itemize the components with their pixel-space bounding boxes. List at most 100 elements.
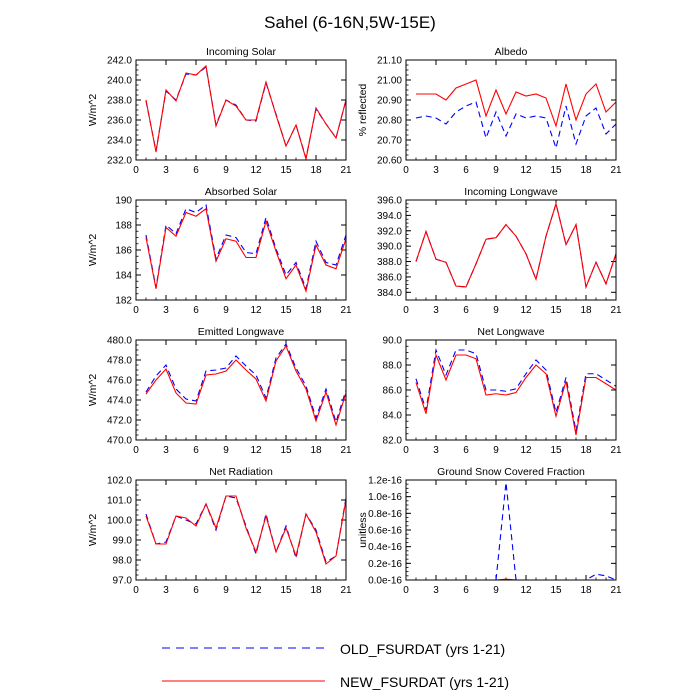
x-tick-label: 18 <box>580 305 592 316</box>
series-line-old-fsurdat-yrs-1-21 <box>145 495 347 563</box>
panel-title: Incoming Solar <box>206 46 277 58</box>
x-tick-label: 15 <box>280 585 292 596</box>
x-tick-label: 15 <box>550 585 562 596</box>
y-axis-label: W/m^2 <box>87 374 99 407</box>
y-tick-label: 1.2e-16 <box>368 476 402 487</box>
y-tick-label: 232.0 <box>107 156 132 167</box>
series-line-old-fsurdat-yrs-1-21 <box>416 482 617 581</box>
x-tick-label: 12 <box>520 165 532 176</box>
x-tick-label: 18 <box>580 445 592 456</box>
x-tick-label: 21 <box>340 165 352 176</box>
y-tick-label: 102.0 <box>107 476 132 487</box>
y-tick-label: 88.0 <box>383 361 403 372</box>
y-tick-label: 394.0 <box>377 211 402 222</box>
x-tick-label: 12 <box>250 445 262 456</box>
y-axis-label: unitless <box>357 512 369 548</box>
y-tick-label: 84.0 <box>383 411 403 422</box>
series-line-new-fsurdat-yrs-1-21 <box>145 344 347 427</box>
x-tick-label: 6 <box>463 445 469 456</box>
x-tick-label: 6 <box>463 305 469 316</box>
x-tick-label: 18 <box>580 585 592 596</box>
y-tick-label: 100.0 <box>107 516 132 527</box>
series-line-new-fsurdat-yrs-1-21 <box>145 495 347 565</box>
y-tick-label: 392.0 <box>377 226 402 237</box>
x-tick-label: 6 <box>463 585 469 596</box>
y-tick-label: 0.4e-16 <box>368 542 402 553</box>
panel-title: Net Longwave <box>477 326 544 338</box>
plot-frame <box>135 479 347 581</box>
y-tick-label: 0.2e-16 <box>368 559 402 570</box>
series-line-new-fsurdat-yrs-1-21 <box>145 207 347 294</box>
x-tick-label: 18 <box>310 585 322 596</box>
y-tick-label: 396.0 <box>377 196 402 207</box>
x-tick-label: 21 <box>610 445 622 456</box>
x-tick-label: 9 <box>223 585 229 596</box>
series-line-new-fsurdat-yrs-1-21 <box>145 64 347 160</box>
x-tick-label: 15 <box>550 305 562 316</box>
y-tick-label: 20.70 <box>377 136 402 147</box>
x-tick-label: 0 <box>403 165 409 176</box>
x-tick-label: 15 <box>280 445 292 456</box>
y-tick-label: 472.0 <box>107 416 132 427</box>
x-tick-label: 0 <box>133 305 139 316</box>
y-tick-label: 240.0 <box>107 76 132 87</box>
x-tick-label: 0 <box>133 585 139 596</box>
y-tick-label: 236.0 <box>107 116 132 127</box>
y-tick-label: 474.0 <box>107 396 132 407</box>
x-tick-label: 9 <box>493 445 499 456</box>
panel-title: Albedo <box>495 46 528 58</box>
x-tick-label: 21 <box>340 305 352 316</box>
x-tick-label: 12 <box>520 305 532 316</box>
x-tick-label: 0 <box>403 445 409 456</box>
y-tick-label: 20.60 <box>377 156 402 167</box>
x-tick-label: 12 <box>250 165 262 176</box>
panel-title: Ground Snow Covered Fraction <box>437 466 585 478</box>
y-tick-label: 184 <box>115 271 132 282</box>
series-line-old-fsurdat-yrs-1-21 <box>415 101 617 151</box>
panel-emitted-longwave: Emitted Longwave W/m^2 0 3 6 9 12 15 18 21 470.0 47… <box>87 326 352 456</box>
x-tick-label: 6 <box>463 165 469 176</box>
x-tick-label: 21 <box>610 305 622 316</box>
y-tick-label: 98.0 <box>113 556 133 567</box>
legend-label-old: OLD_FSURDAT (yrs 1-21) <box>340 641 505 657</box>
y-tick-label: 388.0 <box>377 257 402 268</box>
y-tick-label: 21.10 <box>377 56 402 67</box>
y-axis-label: W/m^2 <box>87 514 99 547</box>
legend: OLD_FSURDAT (yrs 1-21) NEW_FSURDAT (yrs … <box>162 641 509 690</box>
y-tick-label: 386.0 <box>377 272 402 283</box>
y-tick-label: 0.8e-16 <box>368 509 402 520</box>
y-tick-label: 384.0 <box>377 288 402 299</box>
y-tick-label: 90.0 <box>383 336 403 347</box>
y-tick-label: 470.0 <box>107 436 132 447</box>
series-line-old-fsurdat-yrs-1-21 <box>415 201 617 289</box>
x-tick-label: 12 <box>520 445 532 456</box>
y-tick-label: 20.80 <box>377 116 402 127</box>
y-tick-label: 480.0 <box>107 336 132 347</box>
x-tick-label: 15 <box>550 445 562 456</box>
plot-frame <box>405 59 617 161</box>
series-line-old-fsurdat-yrs-1-21 <box>145 204 347 291</box>
panel-albedo: Albedo % reflected 0 3 6 9 12 15 18 21 20.60 20.70 2… <box>357 46 622 176</box>
x-tick-label: 15 <box>280 165 292 176</box>
y-axis-label: W/m^2 <box>87 94 99 127</box>
series-line-old-fsurdat-yrs-1-21 <box>415 347 617 432</box>
x-tick-label: 15 <box>550 165 562 176</box>
y-tick-label: 97.0 <box>113 576 133 587</box>
y-axis-label: W/m^2 <box>87 234 99 267</box>
x-tick-label: 18 <box>580 165 592 176</box>
y-tick-label: 188 <box>115 221 132 232</box>
plot-frame <box>135 339 347 441</box>
panel-ground-snow-covered-fraction: Ground Snow Covered Fraction unitless 0 3 6 9… <box>357 466 622 596</box>
series-line-old-fsurdat-yrs-1-21 <box>145 342 347 424</box>
legend-label-new: NEW_FSURDAT (yrs 1-21) <box>340 674 509 690</box>
x-tick-label: 21 <box>340 585 352 596</box>
x-tick-label: 3 <box>163 585 169 596</box>
x-tick-label: 0 <box>403 585 409 596</box>
figure-title: Sahel (6-16N,5W-15E) <box>264 13 436 32</box>
x-tick-label: 9 <box>223 165 229 176</box>
x-tick-label: 3 <box>433 165 439 176</box>
y-tick-label: 86.0 <box>383 386 403 397</box>
x-tick-label: 9 <box>493 165 499 176</box>
x-tick-label: 9 <box>223 305 229 316</box>
